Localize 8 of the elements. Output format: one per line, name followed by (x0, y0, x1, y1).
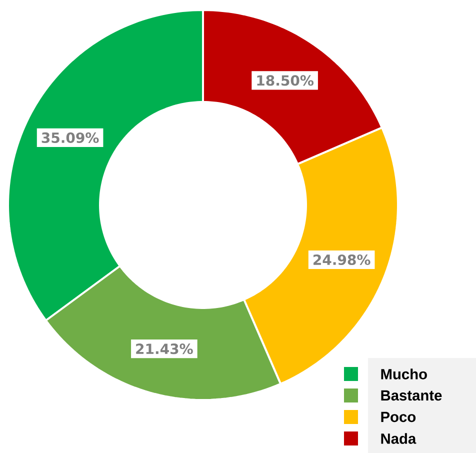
legend-label: Mucho (381, 368, 427, 380)
data-label: 24.98% (314, 254, 370, 266)
legend-label: Bastante (381, 390, 442, 401)
data-label: 18.50% (257, 75, 314, 86)
legend-label: Poco (381, 412, 416, 422)
legend-label: Nada (381, 433, 416, 444)
data-label: 35.09% (42, 132, 99, 144)
data-label: 21.43% (136, 344, 193, 354)
